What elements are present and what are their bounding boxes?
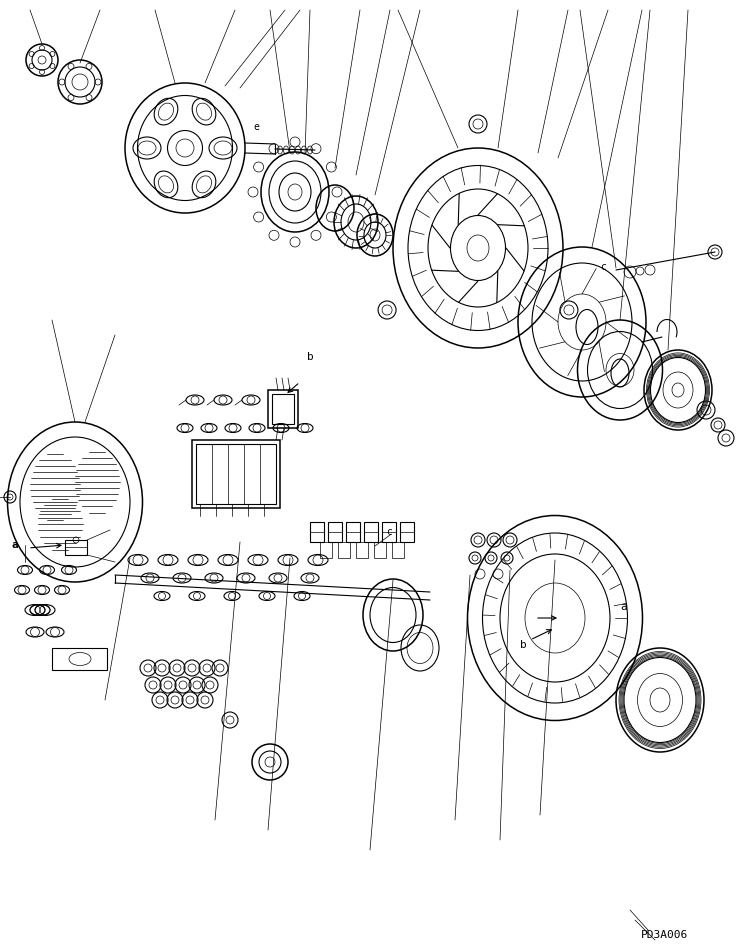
Bar — [364, 522, 378, 542]
Text: b: b — [307, 352, 314, 362]
Text: a: a — [620, 602, 627, 612]
Bar — [392, 542, 404, 558]
Bar — [268, 390, 298, 428]
Text: a: a — [12, 540, 18, 550]
Bar — [346, 522, 360, 542]
Bar — [374, 542, 386, 558]
Text: c: c — [600, 262, 606, 272]
Bar — [328, 522, 342, 542]
Text: e: e — [253, 122, 259, 132]
Bar — [320, 542, 332, 558]
Bar — [356, 542, 368, 558]
Bar — [382, 522, 396, 542]
Bar — [338, 542, 350, 558]
Bar — [272, 394, 294, 424]
Bar — [400, 522, 414, 542]
Bar — [196, 444, 276, 504]
Text: b: b — [520, 640, 527, 650]
Text: PD3A006: PD3A006 — [642, 930, 689, 940]
Text: c: c — [386, 527, 392, 537]
Bar — [192, 440, 280, 508]
Bar — [310, 522, 324, 542]
Bar — [52, 648, 107, 670]
Bar — [65, 540, 87, 555]
